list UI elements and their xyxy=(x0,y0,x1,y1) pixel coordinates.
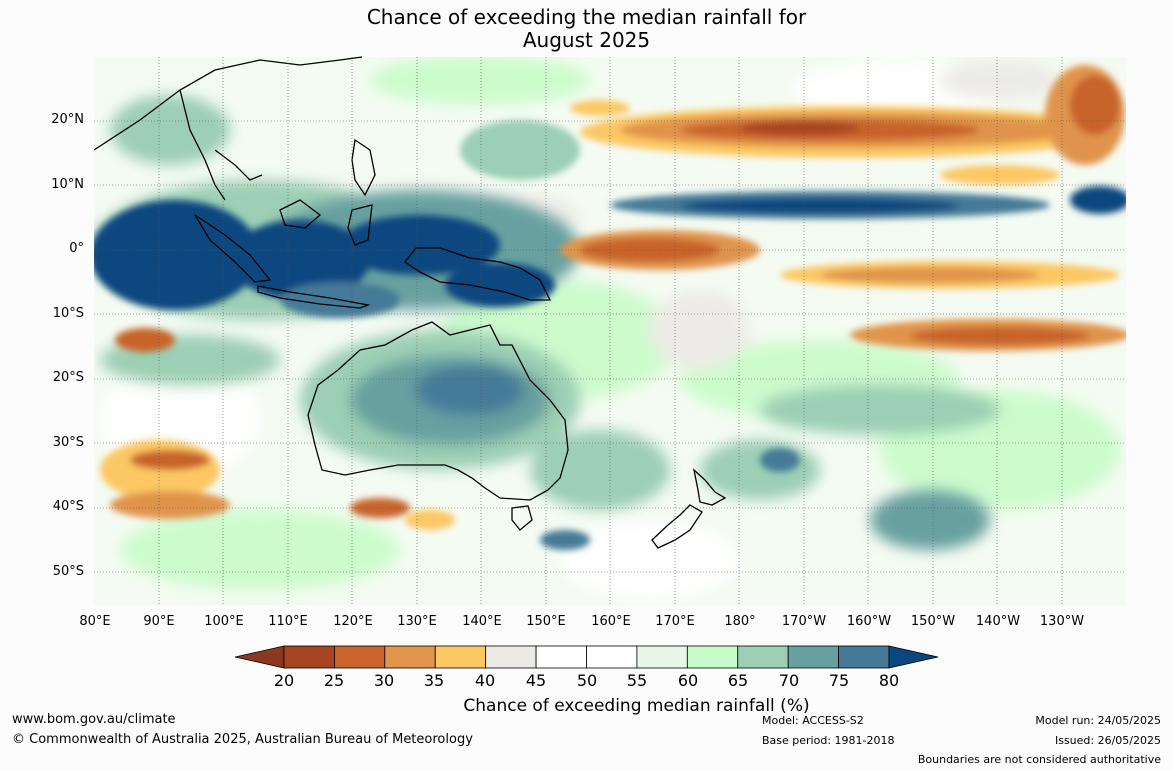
model-name: Model: ACCESS-S2 xyxy=(762,714,864,727)
colorbar-high-arrow xyxy=(888,645,939,669)
lon-label: 180° xyxy=(724,614,756,629)
colorbar-tick: 20 xyxy=(273,671,295,690)
colorbar-label: Chance of exceeding median rainfall (%) xyxy=(463,696,810,716)
colorbar-tick: 75 xyxy=(828,671,850,690)
model-run-date: Model run: 24/05/2025 xyxy=(1035,714,1161,727)
colorbar-cell xyxy=(586,645,638,669)
map-subtitle-period: August 2025 xyxy=(522,28,651,52)
lon-label: 170°W xyxy=(781,614,827,629)
boundary-disclaimer: Boundaries are not considered authoritat… xyxy=(917,753,1161,766)
lat-label: 20°S xyxy=(52,370,84,385)
map-title: Chance of exceeding the median rainfall … xyxy=(366,5,807,29)
base-period: Base period: 1981-2018 xyxy=(762,734,895,747)
colorbar-tick: 55 xyxy=(626,671,648,690)
colorbar-cell xyxy=(283,645,335,669)
colorbar-cell xyxy=(535,645,587,669)
copyright-notice: © Commonwealth of Australia 2025, Austra… xyxy=(12,732,473,747)
lon-label: 140°E xyxy=(462,614,502,629)
colorbar-tick: 40 xyxy=(474,671,496,690)
source-url[interactable]: www.bom.gov.au/climate xyxy=(12,712,176,727)
colorbar-tick: 65 xyxy=(727,671,749,690)
colorbar-cell xyxy=(434,645,487,669)
colorbar-cell xyxy=(384,645,436,669)
lat-label: 30°S xyxy=(52,435,84,450)
lat-label: 50°S xyxy=(52,564,84,579)
lon-label: 140°W xyxy=(975,614,1021,629)
colorbar-tick: 30 xyxy=(373,671,395,690)
lon-label: 150°E xyxy=(526,614,566,629)
lon-label: 90°E xyxy=(143,614,175,629)
colorbar-cell xyxy=(485,645,537,669)
lat-label: 10°S xyxy=(52,306,84,321)
colorbar-tick: 45 xyxy=(525,671,547,690)
colorbar-tick: 35 xyxy=(423,671,445,690)
lon-label: 160°W xyxy=(846,614,892,629)
lon-label: 170°E xyxy=(655,614,695,629)
colorbar-tick: 25 xyxy=(323,671,345,690)
lon-label: 160°E xyxy=(591,614,631,629)
colorbar-tick: 60 xyxy=(677,671,699,690)
lon-label: 130°E xyxy=(397,614,437,629)
lat-label: 10°N xyxy=(51,177,84,192)
colorbar-low-arrow xyxy=(234,645,285,669)
colorbar-cell xyxy=(636,645,688,669)
lon-label: 130°W xyxy=(1039,614,1085,629)
lon-label: 80°E xyxy=(79,614,111,629)
graticule xyxy=(94,57,1126,605)
lat-label: 0° xyxy=(69,241,84,256)
colorbar-cell xyxy=(686,645,739,669)
lon-label: 110°E xyxy=(268,614,308,629)
lon-label: 120°E xyxy=(333,614,373,629)
lon-label: 100°E xyxy=(204,614,244,629)
colorbar-tick: 80 xyxy=(878,671,900,690)
colorbar-cell xyxy=(334,645,386,669)
coastlines xyxy=(93,56,727,549)
lat-label: 20°N xyxy=(51,112,84,127)
colorbar xyxy=(234,645,939,669)
colorbar-cell xyxy=(838,645,890,669)
colorbar-cell xyxy=(737,645,789,669)
colorbar-tick: 50 xyxy=(576,671,598,690)
colorbar-cell xyxy=(787,645,839,669)
lon-label: 150°W xyxy=(910,614,956,629)
issued-date: Issued: 26/05/2025 xyxy=(1054,734,1161,747)
colorbar-tick: 70 xyxy=(778,671,800,690)
lat-label: 40°S xyxy=(52,499,84,514)
